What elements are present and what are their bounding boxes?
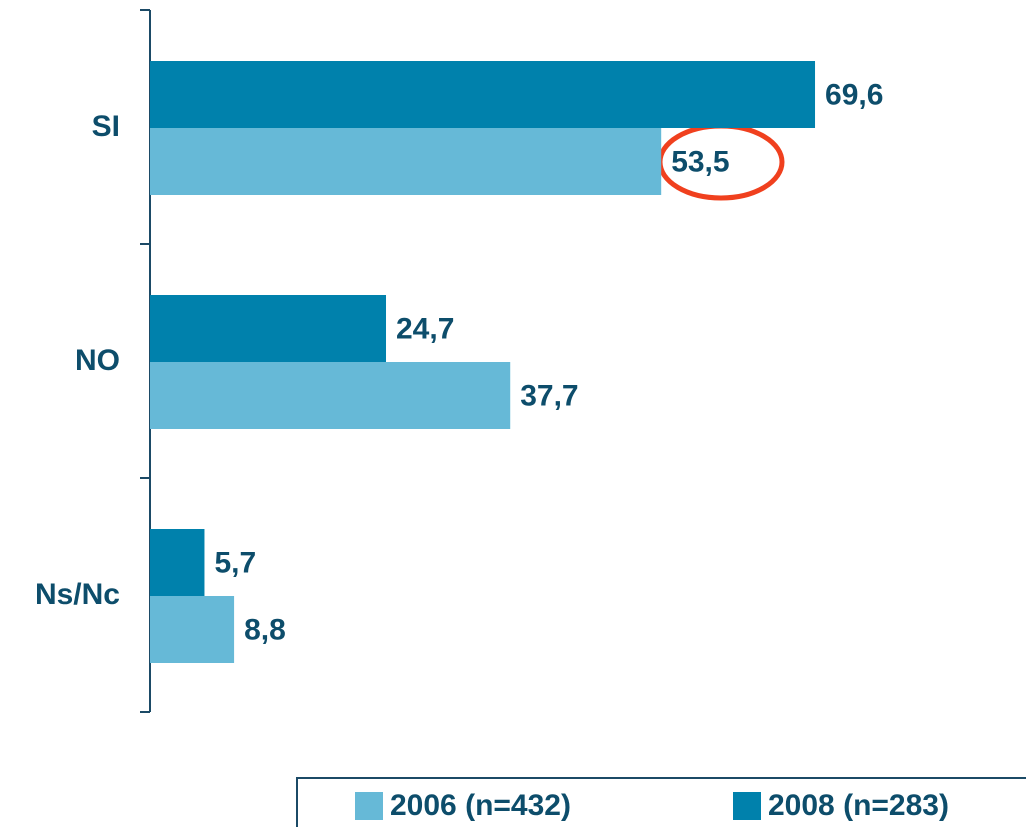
value-label: 24,7 — [396, 312, 454, 345]
legend-swatch — [355, 792, 383, 820]
value-label: 69,6 — [825, 78, 883, 111]
legend-box — [296, 777, 1026, 827]
value-label: 8,8 — [244, 613, 286, 646]
category-label: Ns/Nc — [35, 578, 120, 611]
bar — [150, 362, 511, 429]
bar — [150, 128, 662, 195]
legend-label: 2008 (n=283) — [768, 789, 949, 822]
bar — [150, 529, 205, 596]
legend-swatch — [733, 792, 761, 820]
value-label: 53,5 — [671, 145, 729, 178]
bar — [150, 596, 235, 663]
value-label: 5,7 — [214, 546, 256, 579]
category-label: SI — [92, 110, 120, 143]
bar — [150, 61, 816, 128]
category-label: NO — [75, 344, 120, 377]
legend-label: 2006 (n=432) — [390, 789, 571, 822]
bar — [150, 295, 387, 362]
value-label: 37,7 — [520, 379, 578, 412]
